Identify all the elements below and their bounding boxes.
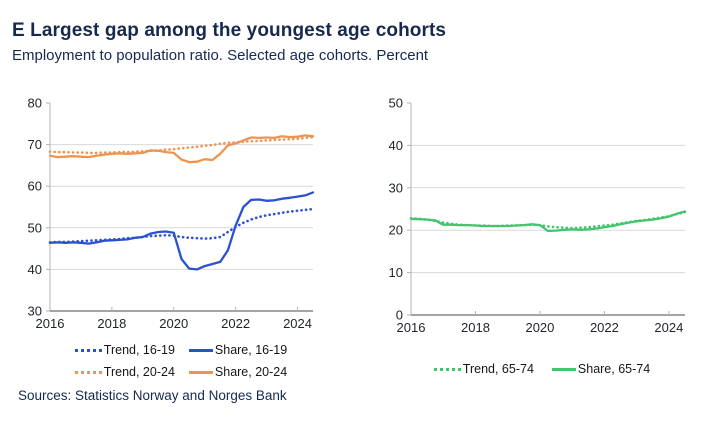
svg-text:2020: 2020: [159, 316, 188, 331]
legend-item-trend-16-19: Trend, 16-19: [74, 343, 175, 357]
legend-label: Trend, 65-74: [462, 362, 534, 376]
svg-text:50: 50: [389, 96, 403, 111]
svg-text:30: 30: [389, 180, 403, 195]
svg-text:0: 0: [396, 308, 403, 323]
svg-text:2024: 2024: [283, 316, 312, 331]
chart-right-age-65-74: 0 10 20 30 40 50 2016 2018 2020 2022 2024: [389, 96, 687, 335]
sources-note: Sources: Statistics Norway and Norges Ba…: [18, 388, 287, 403]
legend-label: Share, 16-19: [214, 343, 288, 357]
svg-text:40: 40: [389, 138, 403, 153]
svg-text:60: 60: [28, 179, 42, 194]
legend-item-share-16-19: Share, 16-19: [188, 343, 288, 357]
legend-label: Trend, 20-24: [103, 365, 175, 379]
svg-text:70: 70: [28, 137, 42, 152]
legend-right: Trend, 65-74 Share, 65-74: [362, 361, 722, 377]
legend-left: Trend, 16-19 Share, 16-19 Trend, 20-24 S…: [0, 342, 362, 380]
legend-item-share-65-74: Share, 65-74: [551, 362, 651, 376]
legend-item-trend-65-74: Trend, 65-74: [433, 362, 534, 376]
legend-item-trend-20-24: Trend, 20-24: [74, 365, 175, 379]
svg-text:2018: 2018: [461, 320, 490, 335]
dotted-line-swatch: [74, 348, 102, 352]
legend-label: Share, 20-24: [214, 365, 288, 379]
solid-line-swatch: [188, 370, 213, 374]
svg-text:80: 80: [28, 96, 42, 111]
dotted-line-swatch: [74, 370, 102, 374]
legend-label: Share, 65-74: [577, 362, 651, 376]
page-title: E Largest gap among the youngest age coh…: [12, 20, 447, 41]
svg-text:2018: 2018: [97, 316, 126, 331]
solid-line-swatch: [551, 367, 576, 371]
svg-text:20: 20: [389, 223, 403, 238]
legend-row: Trend, 20-24 Share, 20-24: [74, 364, 288, 380]
svg-text:2024: 2024: [654, 320, 683, 335]
solid-line-swatch: [188, 348, 213, 352]
page-subtitle: Employment to population ratio. Selected…: [12, 47, 429, 64]
svg-text:2022: 2022: [590, 320, 619, 335]
legend-row: Trend, 65-74 Share, 65-74: [433, 361, 651, 377]
svg-text:2016: 2016: [397, 320, 426, 335]
svg-text:30: 30: [28, 304, 42, 319]
dotted-line-swatch: [433, 367, 461, 371]
svg-text:2022: 2022: [221, 316, 250, 331]
legend-row: Trend, 16-19 Share, 16-19: [74, 342, 288, 358]
svg-text:2020: 2020: [525, 320, 554, 335]
legend-label: Trend, 16-19: [103, 343, 175, 357]
svg-text:50: 50: [28, 220, 42, 235]
svg-text:40: 40: [28, 262, 42, 277]
chart-left-age-16-24: 30 40 50 60 70 80 2016 2018 2020 2022 2024: [28, 96, 315, 331]
svg-text:2016: 2016: [36, 316, 65, 331]
svg-text:10: 10: [389, 265, 403, 280]
legend-item-share-20-24: Share, 20-24: [188, 365, 288, 379]
